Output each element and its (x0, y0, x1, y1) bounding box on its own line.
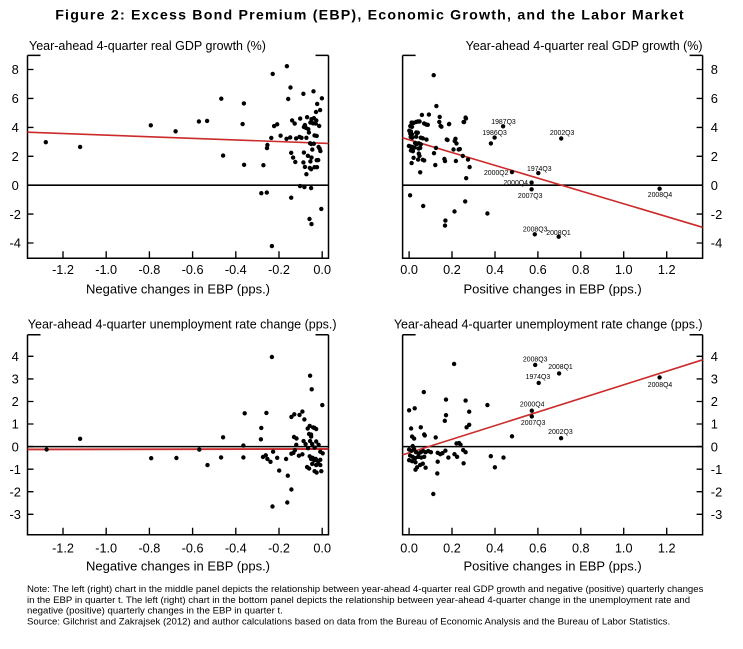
svg-text:2007Q3: 2007Q3 (521, 420, 546, 427)
svg-text:in the EBP in quarter t. The l: in the EBP in quarter t. The left (right… (27, 595, 690, 606)
svg-text:2002Q3: 2002Q3 (548, 429, 573, 436)
svg-text:2: 2 (12, 394, 19, 409)
svg-text:3: 3 (12, 372, 19, 387)
svg-text:3: 3 (711, 372, 718, 387)
svg-text:Figure 2: Excess Bond Premium: Figure 2: Excess Bond Premium (EBP), Eco… (55, 7, 685, 23)
svg-text:2: 2 (711, 394, 718, 409)
svg-text:0.0: 0.0 (313, 263, 331, 277)
svg-text:1.0: 1.0 (615, 541, 633, 555)
svg-text:-0.2: -0.2 (268, 263, 290, 277)
svg-text:0.2: 0.2 (443, 541, 461, 555)
svg-text:2: 2 (12, 149, 19, 164)
svg-text:0.0: 0.0 (400, 541, 418, 555)
svg-text:0.6: 0.6 (529, 263, 547, 277)
svg-text:1974Q3: 1974Q3 (526, 374, 551, 381)
svg-text:2008Q4: 2008Q4 (648, 192, 673, 199)
svg-text:4: 4 (711, 120, 718, 135)
svg-text:0: 0 (12, 178, 19, 193)
svg-text:-1: -1 (711, 462, 722, 477)
svg-text:-1.0: -1.0 (95, 263, 117, 277)
svg-text:-1.0: -1.0 (95, 541, 117, 555)
svg-text:0: 0 (12, 439, 19, 454)
svg-text:-2: -2 (9, 484, 20, 499)
svg-text:1: 1 (12, 417, 19, 432)
svg-text:Note: The left (right) chart i: Note: The left (right) chart in the midd… (27, 584, 704, 595)
svg-text:1: 1 (711, 417, 718, 432)
svg-text:2002Q3: 2002Q3 (550, 130, 575, 137)
svg-text:2008Q4: 2008Q4 (648, 382, 673, 389)
svg-text:0.8: 0.8 (572, 263, 590, 277)
svg-text:0.0: 0.0 (400, 263, 418, 277)
svg-text:Year-ahead 4-quarter real GDP: Year-ahead 4-quarter real GDP growth (%) (466, 39, 703, 53)
svg-text:-0.6: -0.6 (182, 541, 204, 555)
svg-text:Positive changes in EBP (pps.): Positive changes in EBP (pps.) (463, 559, 641, 574)
svg-text:-2: -2 (711, 207, 722, 222)
svg-text:4: 4 (12, 349, 19, 364)
svg-text:Negative changes in EBP (pps.): Negative changes in EBP (pps.) (86, 281, 270, 296)
svg-text:-0.4: -0.4 (225, 541, 247, 555)
svg-text:2000Q2: 2000Q2 (484, 170, 509, 177)
svg-text:1974Q3: 1974Q3 (527, 166, 552, 173)
svg-text:2008Q1: 2008Q1 (546, 230, 571, 237)
svg-text:1.2: 1.2 (658, 263, 676, 277)
svg-text:-2: -2 (9, 207, 20, 222)
svg-text:Positive changes in EBP (pps.): Positive changes in EBP (pps.) (463, 281, 641, 296)
svg-text:2007Q3: 2007Q3 (518, 193, 543, 200)
svg-text:2000Q4: 2000Q4 (520, 401, 545, 408)
svg-text:8: 8 (711, 62, 718, 77)
svg-text:-3: -3 (9, 507, 20, 522)
svg-text:-0.4: -0.4 (225, 263, 247, 277)
svg-text:-1.2: -1.2 (52, 263, 74, 277)
svg-text:-0.8: -0.8 (138, 263, 160, 277)
svg-text:-4: -4 (9, 236, 20, 251)
svg-text:6: 6 (12, 91, 19, 106)
svg-text:-1: -1 (9, 462, 20, 477)
svg-text:0.4: 0.4 (486, 263, 504, 277)
svg-text:1986Q3: 1986Q3 (482, 130, 507, 137)
svg-text:-4: -4 (711, 236, 722, 251)
svg-text:-1.2: -1.2 (52, 541, 74, 555)
svg-text:1.2: 1.2 (658, 541, 676, 555)
svg-text:2008Q3: 2008Q3 (523, 226, 548, 233)
svg-text:4: 4 (12, 120, 19, 135)
svg-text:Year-ahead 4-quarter unemploym: Year-ahead 4-quarter unemployment rate c… (28, 318, 337, 332)
svg-text:Year-ahead 4-quarter unemploym: Year-ahead 4-quarter unemployment rate c… (394, 318, 703, 332)
svg-text:Negative changes in EBP (pps.): Negative changes in EBP (pps.) (86, 559, 270, 574)
svg-text:1987Q3: 1987Q3 (491, 119, 516, 126)
svg-text:negative (positive) quarterly: negative (positive) quarterly changes in… (27, 606, 283, 617)
svg-text:0.4: 0.4 (486, 541, 504, 555)
svg-text:1.0: 1.0 (615, 263, 633, 277)
svg-text:2000Q4: 2000Q4 (503, 180, 528, 187)
svg-text:Year-ahead 4-quarter real GDP: Year-ahead 4-quarter real GDP growth (%) (29, 39, 266, 53)
svg-text:Source: Gilchrist and Zakrajse: Source: Gilchrist and Zakrajsek (2012) a… (27, 616, 670, 627)
svg-text:-0.8: -0.8 (138, 541, 160, 555)
svg-text:0: 0 (711, 178, 718, 193)
svg-text:0: 0 (711, 439, 718, 454)
svg-text:-2: -2 (711, 484, 722, 499)
svg-text:-0.6: -0.6 (182, 263, 204, 277)
svg-text:2008Q1: 2008Q1 (548, 364, 573, 371)
svg-text:0.2: 0.2 (443, 263, 461, 277)
svg-text:2008Q3: 2008Q3 (523, 356, 548, 363)
svg-text:0.6: 0.6 (529, 541, 547, 555)
svg-text:6: 6 (711, 91, 718, 106)
svg-text:4: 4 (711, 349, 718, 364)
svg-text:-3: -3 (711, 507, 722, 522)
svg-text:0.0: 0.0 (313, 541, 331, 555)
svg-text:-0.2: -0.2 (268, 541, 290, 555)
svg-text:8: 8 (12, 62, 19, 77)
svg-text:0.8: 0.8 (572, 541, 590, 555)
svg-text:2: 2 (711, 149, 718, 164)
